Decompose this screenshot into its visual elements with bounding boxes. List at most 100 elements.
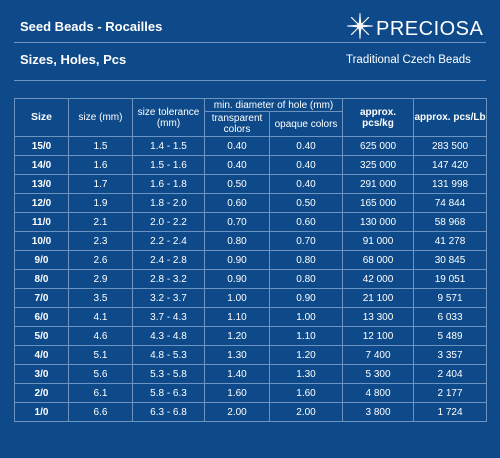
- cell-opaque: 1.30: [268, 364, 344, 384]
- cell-pcs-lb: 74 844: [413, 193, 488, 213]
- cell-pcs-lb: 30 845: [413, 250, 488, 270]
- cell-transparent: 0.80: [204, 231, 270, 251]
- table-body: 15/0 1.5 1.4 - 1.5 0.40 0.40 625 000 283 500 14…: [14, 136, 488, 422]
- table-row: 2/0 6.1 5.8 - 6.3 1.60 1.60 4 800 2 177: [14, 383, 488, 403]
- cell-pcs-lb: 283 500: [413, 136, 488, 156]
- table-row: 8/0 2.9 2.8 - 3.2 0.90 0.80 42 000 19 051: [14, 269, 488, 289]
- cell-tolerance: 1.8 - 2.0: [132, 193, 205, 213]
- cell-transparent: 0.50: [204, 174, 270, 194]
- cell-pcs-lb: 3 357: [413, 345, 488, 365]
- cell-size: 4/0: [14, 345, 69, 365]
- cell-size-mm: 1.6: [68, 155, 133, 175]
- cell-tolerance: 5.8 - 6.3: [132, 383, 205, 403]
- cell-size: 7/0: [14, 288, 69, 308]
- cell-transparent: 1.60: [204, 383, 270, 403]
- cell-size: 6/0: [14, 307, 69, 327]
- cell-transparent: 1.00: [204, 288, 270, 308]
- cell-tolerance: 2.0 - 2.2: [132, 212, 205, 232]
- cell-size: 12/0: [14, 193, 69, 213]
- cell-transparent: 0.70: [204, 212, 270, 232]
- brand-logo: PRECIOSA: [346, 12, 496, 42]
- cell-pcs-kg: 13 300: [342, 307, 415, 327]
- table-row: 6/0 4.1 3.7 - 4.3 1.10 1.00 13 300 6 033: [14, 307, 488, 327]
- cell-size: 14/0: [14, 155, 69, 175]
- table-row: 9/0 2.6 2.4 - 2.8 0.90 0.80 68 000 30 845: [14, 250, 488, 270]
- cell-opaque: 1.00: [268, 307, 344, 327]
- cell-size-mm: 5.6: [68, 364, 133, 384]
- cell-size-mm: 1.9: [68, 193, 133, 213]
- cell-opaque: 0.40: [268, 136, 344, 156]
- table-row: 15/0 1.5 1.4 - 1.5 0.40 0.40 625 000 283 500: [14, 136, 488, 156]
- cell-transparent: 0.40: [204, 155, 270, 175]
- cell-pcs-kg: 12 100: [342, 326, 415, 346]
- cell-pcs-kg: 130 000: [342, 212, 415, 232]
- cell-pcs-lb: 19 051: [413, 269, 488, 289]
- header-tolerance: size tolerance (mm): [132, 98, 205, 137]
- cell-opaque: 0.90: [268, 288, 344, 308]
- cell-opaque: 2.00: [268, 402, 344, 422]
- star-icon: [346, 12, 374, 40]
- cell-pcs-lb: 131 998: [413, 174, 488, 194]
- cell-size-mm: 3.5: [68, 288, 133, 308]
- cell-pcs-kg: 21 100: [342, 288, 415, 308]
- cell-pcs-kg: 5 300: [342, 364, 415, 384]
- cell-tolerance: 2.2 - 2.4: [132, 231, 205, 251]
- table-row: 3/0 5.6 5.3 - 5.8 1.40 1.30 5 300 2 404: [14, 364, 488, 384]
- header-size: Size: [14, 98, 69, 137]
- cell-pcs-kg: 7 400: [342, 345, 415, 365]
- cell-tolerance: 4.8 - 5.3: [132, 345, 205, 365]
- header-pcs-lb: approx. pcs/Lb: [413, 98, 488, 137]
- cell-pcs-lb: 1 724: [413, 402, 488, 422]
- table-row: 5/0 4.6 4.3 - 4.8 1.20 1.10 12 100 5 489: [14, 326, 488, 346]
- cell-pcs-kg: 68 000: [342, 250, 415, 270]
- cell-size: 5/0: [14, 326, 69, 346]
- cell-pcs-kg: 291 000: [342, 174, 415, 194]
- cell-pcs-kg: 3 800: [342, 402, 415, 422]
- cell-tolerance: 3.2 - 3.7: [132, 288, 205, 308]
- cell-tolerance: 3.7 - 4.3: [132, 307, 205, 327]
- header-pcs-kg: approx. pcs/kg: [342, 98, 415, 137]
- cell-pcs-kg: 42 000: [342, 269, 415, 289]
- cell-transparent: 1.10: [204, 307, 270, 327]
- table-row: 13/0 1.7 1.6 - 1.8 0.50 0.40 291 000 131 998: [14, 174, 488, 194]
- cell-opaque: 1.20: [268, 345, 344, 365]
- cell-size-mm: 4.1: [68, 307, 133, 327]
- page-subtitle: Sizes, Holes, Pcs: [20, 52, 127, 67]
- cell-opaque: 0.40: [268, 174, 344, 194]
- cell-opaque: 0.40: [268, 155, 344, 175]
- cell-opaque: 0.50: [268, 193, 344, 213]
- brand-name: PRECIOSA: [376, 18, 484, 40]
- divider: [14, 80, 486, 81]
- cell-transparent: 2.00: [204, 402, 270, 422]
- table-row: 1/0 6.6 6.3 - 6.8 2.00 2.00 3 800 1 724: [14, 402, 488, 422]
- cell-size: 3/0: [14, 364, 69, 384]
- header-size-mm: size (mm): [68, 98, 133, 137]
- cell-pcs-lb: 41 278: [413, 231, 488, 251]
- cell-pcs-kg: 91 000: [342, 231, 415, 251]
- cell-opaque: 0.80: [268, 250, 344, 270]
- cell-pcs-lb: 5 489: [413, 326, 488, 346]
- cell-opaque: 1.10: [268, 326, 344, 346]
- table-row: 4/0 5.1 4.8 - 5.3 1.30 1.20 7 400 3 357: [14, 345, 488, 365]
- cell-pcs-kg: 625 000: [342, 136, 415, 156]
- cell-size: 15/0: [14, 136, 69, 156]
- cell-transparent: 0.90: [204, 250, 270, 270]
- cell-tolerance: 1.6 - 1.8: [132, 174, 205, 194]
- cell-opaque: 1.60: [268, 383, 344, 403]
- cell-size-mm: 2.6: [68, 250, 133, 270]
- header-opaque: opaque colors: [268, 111, 344, 137]
- cell-transparent: 0.90: [204, 269, 270, 289]
- cell-tolerance: 6.3 - 6.8: [132, 402, 205, 422]
- cell-transparent: 0.60: [204, 193, 270, 213]
- cell-transparent: 1.40: [204, 364, 270, 384]
- table-row: 7/0 3.5 3.2 - 3.7 1.00 0.90 21 100 9 571: [14, 288, 488, 308]
- cell-tolerance: 4.3 - 4.8: [132, 326, 205, 346]
- cell-pcs-kg: 325 000: [342, 155, 415, 175]
- cell-size-mm: 2.9: [68, 269, 133, 289]
- cell-transparent: 1.30: [204, 345, 270, 365]
- cell-pcs-kg: 4 800: [342, 383, 415, 403]
- cell-transparent: 1.20: [204, 326, 270, 346]
- cell-pcs-lb: 6 033: [413, 307, 488, 327]
- cell-tolerance: 5.3 - 5.8: [132, 364, 205, 384]
